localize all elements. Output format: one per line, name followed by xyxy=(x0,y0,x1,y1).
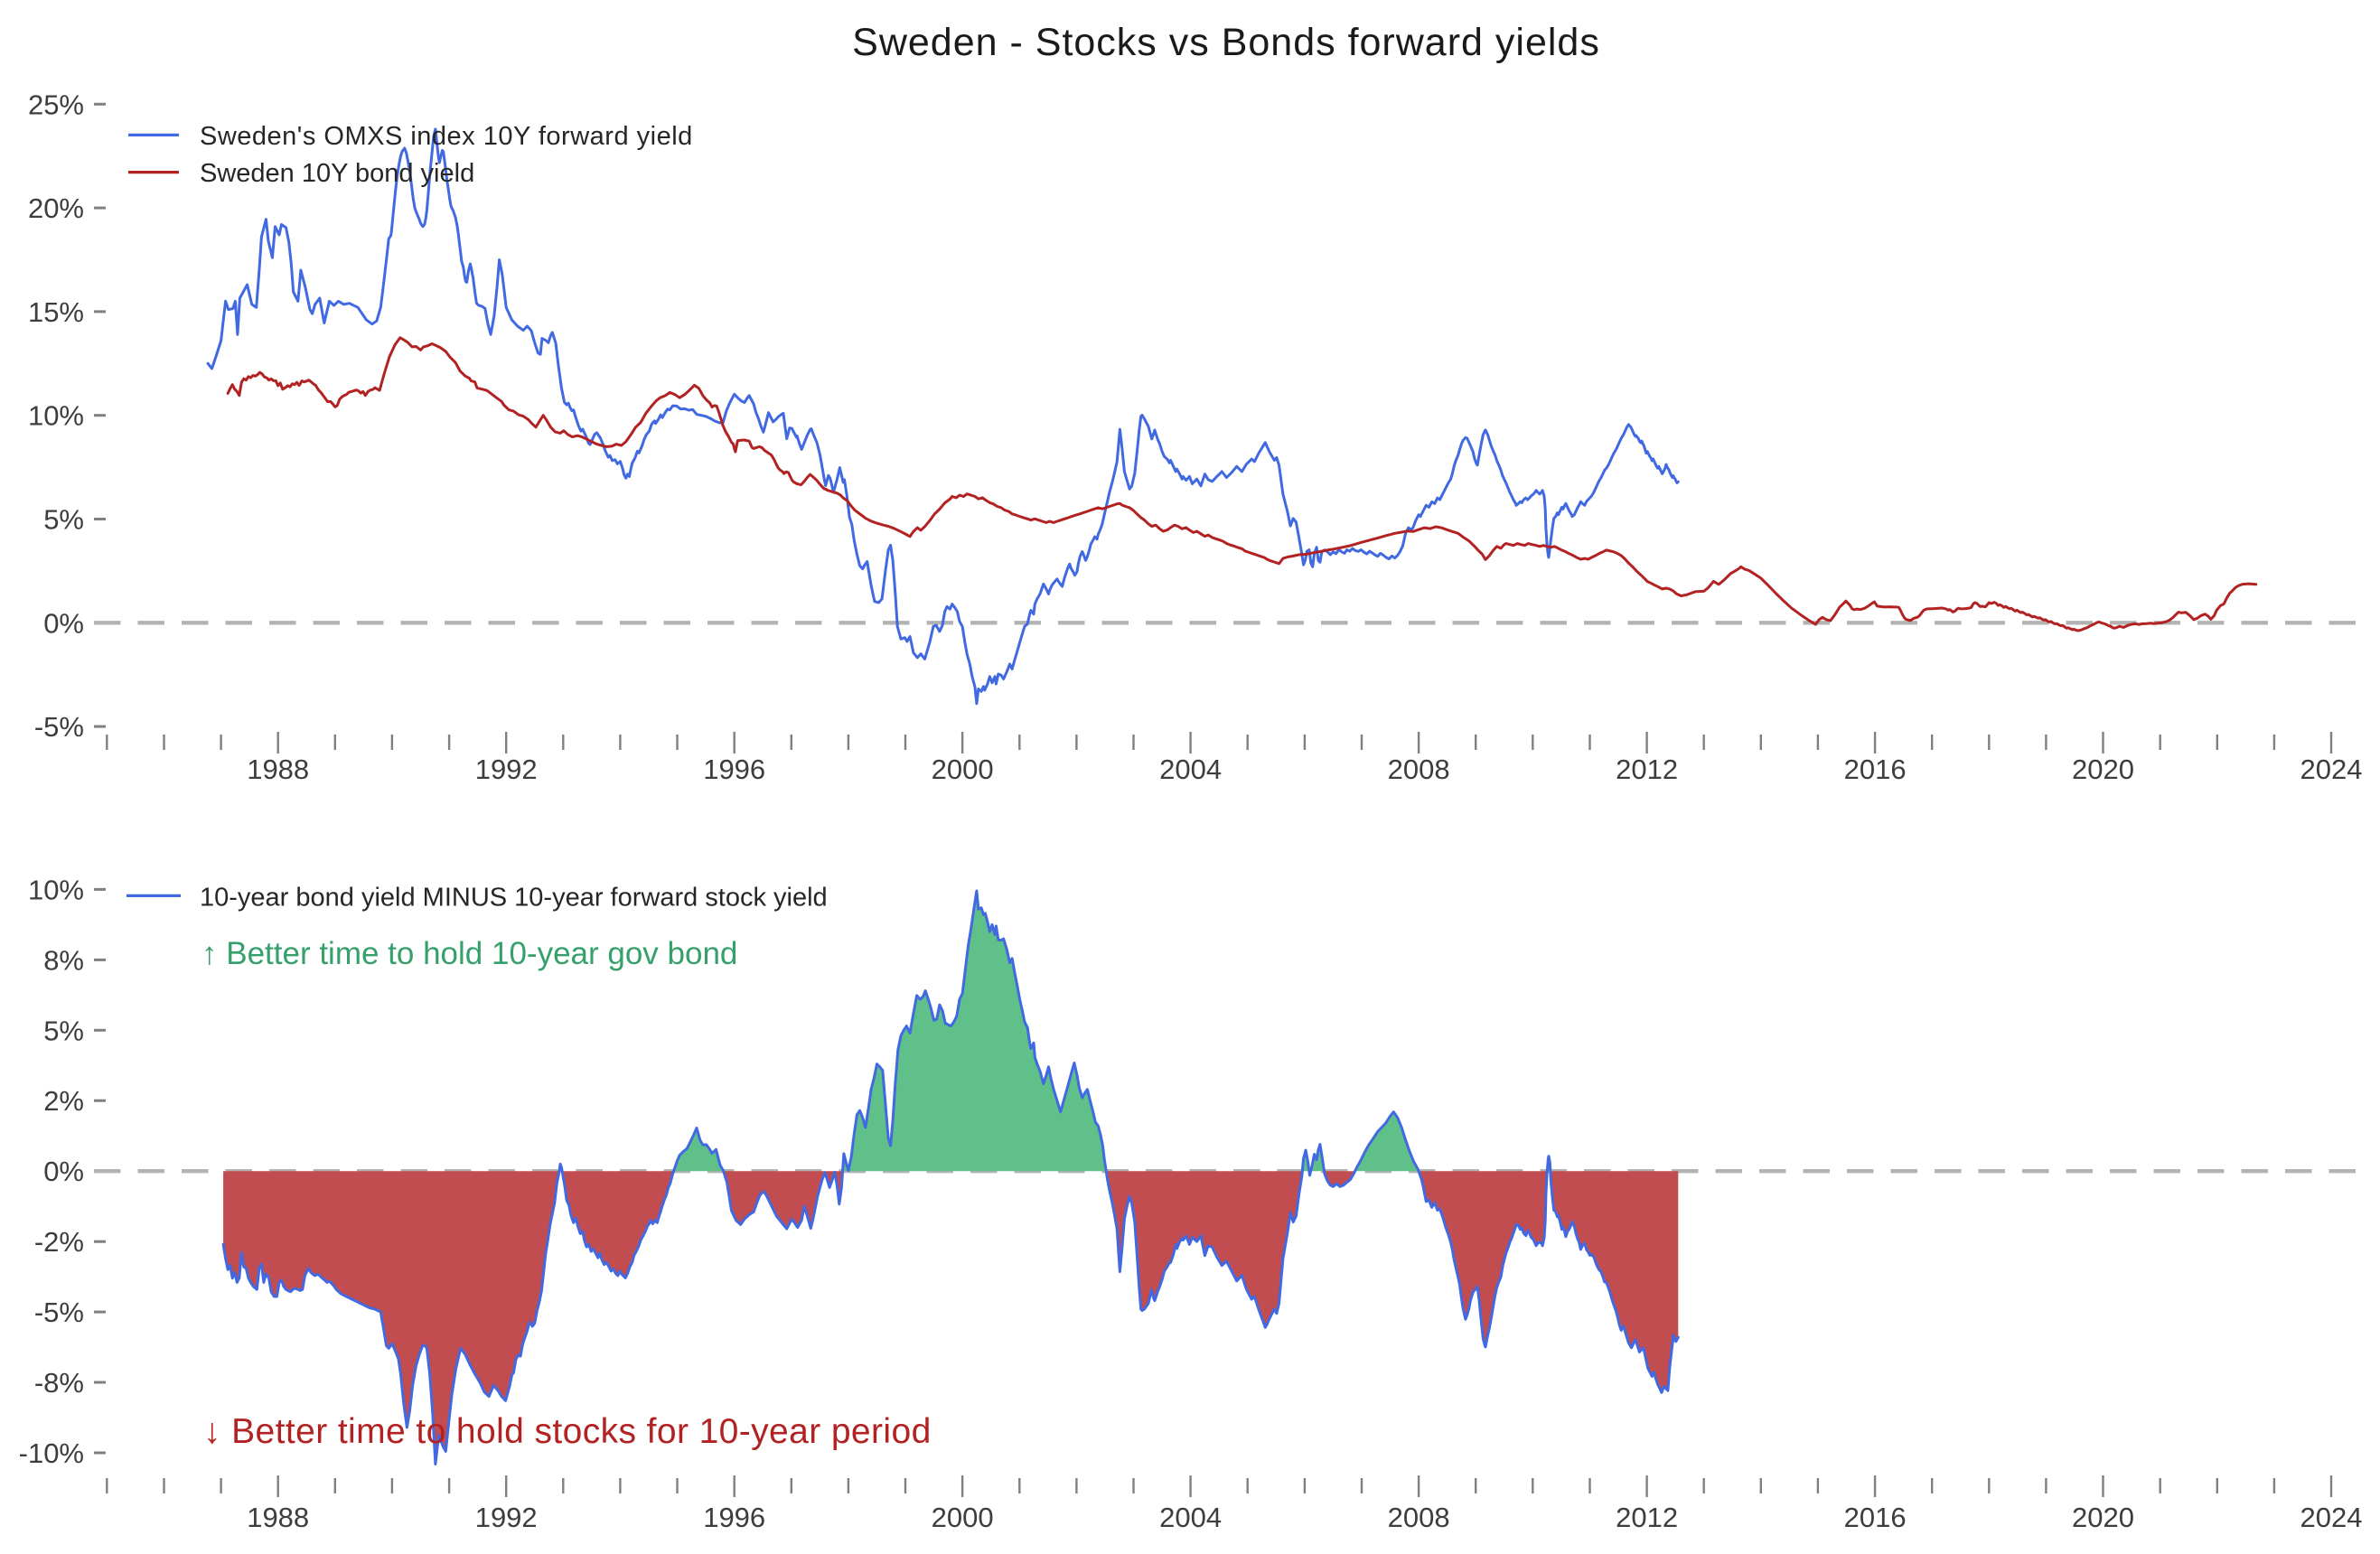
svg-text:2%: 2% xyxy=(43,1085,84,1117)
svg-text:2012: 2012 xyxy=(1616,1502,1678,1533)
svg-text:0%: 0% xyxy=(43,607,84,639)
svg-text:20%: 20% xyxy=(28,192,84,224)
svg-text:2000: 2000 xyxy=(932,1502,994,1533)
svg-text:2000: 2000 xyxy=(932,754,994,785)
svg-text:↓ Better time to hold stocks f: ↓ Better time to hold stocks for 10-year… xyxy=(203,1412,932,1451)
svg-text:-2%: -2% xyxy=(34,1226,84,1258)
svg-text:-10%: -10% xyxy=(19,1437,84,1469)
svg-text:-5%: -5% xyxy=(34,711,84,743)
svg-text:1992: 1992 xyxy=(475,754,538,785)
svg-text:1988: 1988 xyxy=(247,754,309,785)
svg-text:5%: 5% xyxy=(43,504,84,536)
svg-text:2016: 2016 xyxy=(1844,1502,1907,1533)
svg-text:2008: 2008 xyxy=(1388,754,1450,785)
svg-text:5%: 5% xyxy=(43,1015,84,1046)
svg-text:-8%: -8% xyxy=(34,1367,84,1399)
svg-text:10%: 10% xyxy=(28,874,84,905)
svg-text:2008: 2008 xyxy=(1388,1502,1450,1533)
svg-text:2020: 2020 xyxy=(2072,754,2134,785)
svg-text:Sweden - Stocks vs Bonds forwa: Sweden - Stocks vs Bonds forward yields xyxy=(852,21,1600,64)
svg-text:2012: 2012 xyxy=(1616,754,1678,785)
svg-text:10%: 10% xyxy=(28,400,84,432)
svg-text:1992: 1992 xyxy=(475,1502,538,1533)
svg-text:2004: 2004 xyxy=(1159,754,1222,785)
svg-text:2016: 2016 xyxy=(1844,754,1907,785)
svg-text:1988: 1988 xyxy=(247,1502,309,1533)
svg-text:Sweden's OMXS index 10Y forwar: Sweden's OMXS index 10Y forward yield xyxy=(200,122,693,151)
svg-text:2024: 2024 xyxy=(2300,754,2363,785)
svg-text:10-year bond yield MINUS 10-ye: 10-year bond yield MINUS 10-year forward… xyxy=(200,884,828,913)
svg-text:1996: 1996 xyxy=(703,1502,765,1533)
svg-text:8%: 8% xyxy=(43,944,84,976)
svg-text:15%: 15% xyxy=(28,296,84,328)
svg-text:0%: 0% xyxy=(43,1156,84,1187)
svg-text:25%: 25% xyxy=(28,89,84,120)
svg-text:2024: 2024 xyxy=(2300,1502,2363,1533)
svg-text:2004: 2004 xyxy=(1159,1502,1222,1533)
svg-text:2020: 2020 xyxy=(2072,1502,2134,1533)
svg-text:Sweden 10Y bond yield: Sweden 10Y bond yield xyxy=(200,159,474,188)
svg-text:-5%: -5% xyxy=(34,1297,84,1328)
svg-text:1996: 1996 xyxy=(703,754,765,785)
svg-text:↑ Better time to hold 10-year: ↑ Better time to hold 10-year gov bond xyxy=(201,936,737,971)
